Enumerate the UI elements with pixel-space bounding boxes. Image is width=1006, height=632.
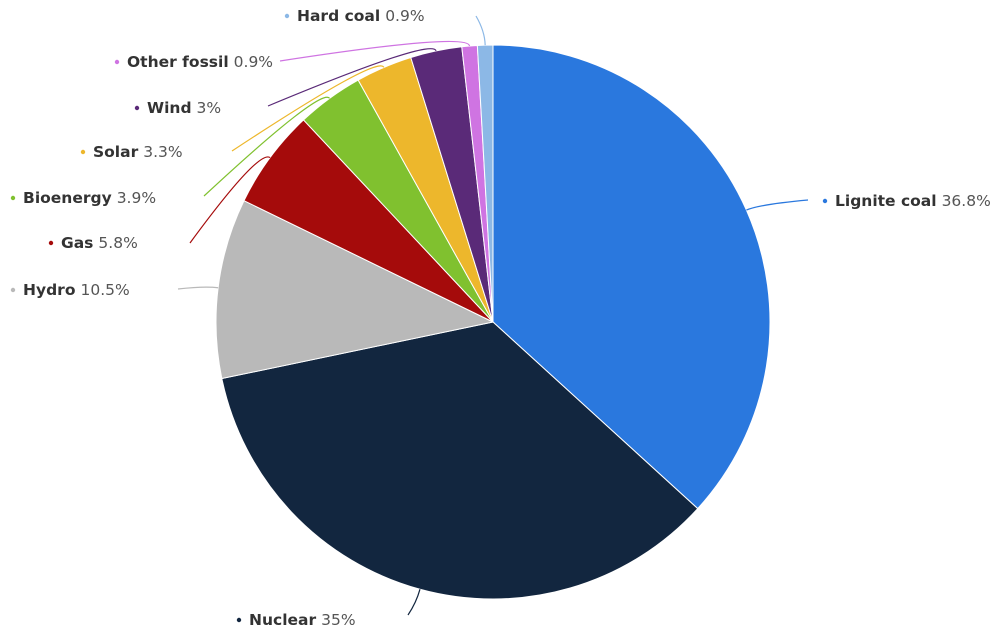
slice-label-lignite-coal: Lignite coal 36.8% xyxy=(822,192,991,210)
slice-label-bioenergy: Bioenergy 3.9% xyxy=(10,189,156,207)
slice-label-text: Wind 3% xyxy=(147,99,221,117)
connector-solar xyxy=(231,65,385,152)
pie-slice-lignite-coal[interactable] xyxy=(492,44,771,510)
slice-label-other-fossil: Other fossil 0.9% xyxy=(114,53,273,71)
connector-other-fossil xyxy=(279,40,471,62)
slice-value: 0.9% xyxy=(234,53,273,71)
legend-bullet-icon xyxy=(48,240,54,246)
connector-bioenergy xyxy=(203,96,331,197)
legend-bullet-icon xyxy=(114,59,120,65)
legend-bullet-icon xyxy=(10,195,16,201)
legend-bullet-icon xyxy=(822,198,828,204)
pie-slices xyxy=(215,44,771,600)
slice-value: 35% xyxy=(321,611,355,629)
legend-bullet-icon xyxy=(80,149,86,155)
connector-lignite-coal xyxy=(746,199,809,211)
slice-label-text: Hard coal 0.9% xyxy=(297,7,425,25)
connector-wind xyxy=(267,48,437,107)
slice-value: 3% xyxy=(197,99,222,117)
slice-label-text: Other fossil 0.9% xyxy=(127,53,273,71)
slice-label-hydro: Hydro 10.5% xyxy=(10,281,130,299)
legend-bullet-icon xyxy=(284,13,290,19)
slice-label-hard-coal: Hard coal 0.9% xyxy=(284,7,425,25)
slice-value: 3.3% xyxy=(143,143,182,161)
pie-slice-hard-coal[interactable] xyxy=(476,44,494,323)
connector-nuclear xyxy=(407,589,421,616)
legend-bullet-icon xyxy=(10,287,16,293)
slice-value: 0.9% xyxy=(385,7,424,25)
label-connectors xyxy=(177,15,809,616)
slice-label-solar: Solar 3.3% xyxy=(80,143,183,161)
slice-name: Other fossil xyxy=(127,53,229,71)
slice-name: Wind xyxy=(147,99,192,117)
slice-label-text: Nuclear 35% xyxy=(249,611,356,629)
connector-gas xyxy=(189,156,271,244)
legend-bullet-icon xyxy=(134,105,140,111)
slice-name: Solar xyxy=(93,143,139,161)
slice-value: 10.5% xyxy=(80,281,129,299)
slice-label-text: Solar 3.3% xyxy=(93,143,183,161)
slice-name: Hard coal xyxy=(297,7,380,25)
slice-name: Nuclear xyxy=(249,611,316,629)
slice-label-wind: Wind 3% xyxy=(134,99,221,117)
slice-name: Hydro xyxy=(23,281,75,299)
slice-name: Bioenergy xyxy=(23,189,112,207)
slice-label-text: Hydro 10.5% xyxy=(23,281,130,299)
slice-value: 5.8% xyxy=(98,234,137,252)
slice-label-text: Lignite coal 36.8% xyxy=(835,192,991,210)
slice-name: Gas xyxy=(61,234,93,252)
slice-value: 36.8% xyxy=(942,192,991,210)
slice-name: Lignite coal xyxy=(835,192,937,210)
connector-hard-coal xyxy=(475,15,486,46)
slice-label-nuclear: Nuclear 35% xyxy=(236,611,356,629)
legend-bullet-icon xyxy=(236,617,242,623)
slice-value: 3.9% xyxy=(117,189,156,207)
slice-labels: Lignite coal 36.8% Nuclear 35% Hydro 10.5% Gas… xyxy=(10,7,991,629)
connector-hydro xyxy=(177,286,219,290)
slice-label-gas: Gas 5.8% xyxy=(48,234,138,252)
slice-label-text: Bioenergy 3.9% xyxy=(23,189,156,207)
slice-label-text: Gas 5.8% xyxy=(61,234,138,252)
